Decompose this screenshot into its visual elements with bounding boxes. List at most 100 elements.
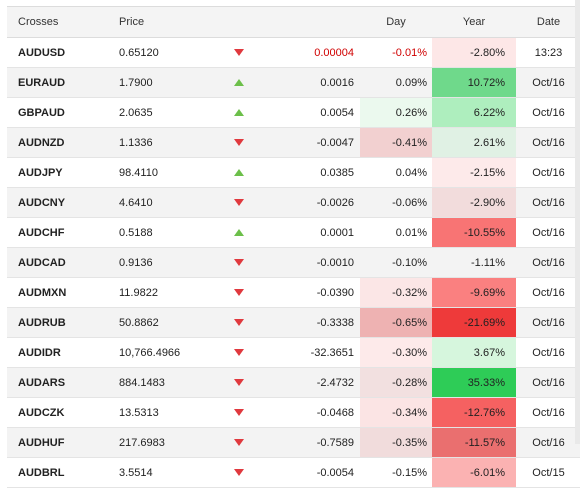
table-row[interactable]: GBPAUD 2.0635 0.0054 0.26% 6.22% Oct/16 (7, 97, 580, 128)
price-cell: 1.1336 (113, 127, 205, 158)
header-price[interactable]: Price (113, 6, 205, 38)
year-change-cell: -21.69% (432, 307, 516, 338)
table-row[interactable]: AUDUSD 0.65120 0.00004 -0.01% -2.80% 13:23 (7, 37, 580, 68)
year-change-cell: 10.72% (432, 67, 516, 98)
year-change-cell: -2.15% (432, 157, 516, 188)
symbol-link[interactable]: AUDHUF (7, 427, 113, 458)
change-cell: -0.0390 (273, 277, 360, 308)
header-change (273, 6, 360, 38)
price-cell: 1.7900 (113, 67, 205, 98)
date-cell: Oct/16 (516, 217, 580, 248)
change-cell: 0.0001 (273, 217, 360, 248)
change-cell: -0.0026 (273, 187, 360, 218)
symbol-link[interactable]: EURAUD (7, 67, 113, 98)
symbol-link[interactable]: AUDMXN (7, 277, 113, 308)
change-cell: -2.4732 (273, 367, 360, 398)
table-row[interactable]: AUDCZK 13.5313 -0.0468 -0.34% -12.76% Oct/16 (7, 397, 580, 428)
date-cell: Oct/16 (516, 367, 580, 398)
triangle-down-icon (234, 138, 244, 146)
day-change-cell: -0.32% (360, 277, 432, 308)
triangle-down-icon (234, 438, 244, 446)
symbol-link[interactable]: AUDIDR (7, 337, 113, 368)
change-cell: -32.3651 (273, 337, 360, 368)
scrollbar-track[interactable] (575, 0, 580, 444)
symbol-link[interactable]: AUDARS (7, 367, 113, 398)
date-cell: Oct/16 (516, 307, 580, 338)
price-cell: 884.1483 (113, 367, 205, 398)
table-row[interactable]: AUDMXN 11.9822 -0.0390 -0.32% -9.69% Oct/16 (7, 277, 580, 308)
day-change-cell: -0.28% (360, 367, 432, 398)
table-row[interactable]: AUDCNY 4.6410 -0.0026 -0.06% -2.90% Oct/16 (7, 187, 580, 218)
triangle-down-icon (234, 198, 244, 206)
direction-cell (205, 217, 273, 248)
change-cell: -0.0054 (273, 457, 360, 488)
date-cell: Oct/16 (516, 187, 580, 218)
table-row[interactable]: AUDRUB 50.8862 -0.3338 -0.65% -21.69% Oct/16 (7, 307, 580, 338)
year-change-cell: -10.55% (432, 217, 516, 248)
date-cell: Oct/16 (516, 337, 580, 368)
symbol-link[interactable]: AUDJPY (7, 157, 113, 188)
price-cell: 3.5514 (113, 457, 205, 488)
day-change-cell: -0.30% (360, 337, 432, 368)
table-row[interactable]: EURAUD 1.7900 0.0016 0.09% 10.72% Oct/16 (7, 67, 580, 98)
date-cell: Oct/16 (516, 397, 580, 428)
symbol-link[interactable]: GBPAUD (7, 97, 113, 128)
day-change-cell: -0.06% (360, 187, 432, 218)
price-cell: 10,766.4966 (113, 337, 205, 368)
table-row[interactable]: AUDCHF 0.5188 0.0001 0.01% -10.55% Oct/16 (7, 217, 580, 248)
triangle-down-icon (234, 258, 244, 266)
table-row[interactable]: AUDIDR 10,766.4966 -32.3651 -0.30% 3.67% Oct/… (7, 337, 580, 368)
symbol-link[interactable]: AUDBRL (7, 457, 113, 488)
direction-cell (205, 337, 273, 368)
table-row[interactable]: AUDNZD 1.1336 -0.0047 -0.41% 2.61% Oct/16 (7, 127, 580, 158)
symbol-link[interactable]: AUDUSD (7, 37, 113, 68)
header-crosses[interactable]: Crosses (7, 6, 113, 38)
crosses-table: Crosses Price Day Year Date AUDUSD 0.6512… (7, 6, 580, 488)
change-cell: 0.0016 (273, 67, 360, 98)
table-row[interactable]: AUDBRL 3.5514 -0.0054 -0.15% -6.01% Oct/15 (7, 457, 580, 488)
price-cell: 217.6983 (113, 427, 205, 458)
day-change-cell: 0.01% (360, 217, 432, 248)
price-cell: 98.4110 (113, 157, 205, 188)
direction-cell (205, 67, 273, 98)
triangle-up-icon (234, 108, 244, 116)
table-row[interactable]: AUDCAD 0.9136 -0.0010 -0.10% -1.11% Oct/16 (7, 247, 580, 278)
direction-cell (205, 247, 273, 278)
price-cell: 2.0635 (113, 97, 205, 128)
change-cell: -0.0047 (273, 127, 360, 158)
symbol-link[interactable]: AUDRUB (7, 307, 113, 338)
triangle-up-icon (234, 228, 244, 236)
date-cell: Oct/16 (516, 97, 580, 128)
table-header-row: Crosses Price Day Year Date (7, 6, 580, 38)
table-row[interactable]: AUDJPY 98.4110 0.0385 0.04% -2.15% Oct/16 (7, 157, 580, 188)
year-change-cell: -2.80% (432, 37, 516, 68)
header-year[interactable]: Year (432, 6, 516, 38)
year-change-cell: -6.01% (432, 457, 516, 488)
direction-cell (205, 127, 273, 158)
date-cell: Oct/16 (516, 67, 580, 98)
price-cell: 11.9822 (113, 277, 205, 308)
symbol-link[interactable]: AUDCHF (7, 217, 113, 248)
change-cell: -0.0010 (273, 247, 360, 278)
price-cell: 0.65120 (113, 37, 205, 68)
symbol-link[interactable]: AUDCZK (7, 397, 113, 428)
change-cell: -0.0468 (273, 397, 360, 428)
header-day[interactable]: Day (360, 6, 432, 38)
direction-cell (205, 397, 273, 428)
year-change-cell: -12.76% (432, 397, 516, 428)
triangle-down-icon (234, 48, 244, 56)
header-date[interactable]: Date (516, 6, 580, 38)
day-change-cell: -0.10% (360, 247, 432, 278)
symbol-link[interactable]: AUDCNY (7, 187, 113, 218)
table-row[interactable]: AUDARS 884.1483 -2.4732 -0.28% 35.33% Oct/16 (7, 367, 580, 398)
day-change-cell: 0.09% (360, 67, 432, 98)
symbol-link[interactable]: AUDCAD (7, 247, 113, 278)
price-cell: 0.9136 (113, 247, 205, 278)
direction-cell (205, 457, 273, 488)
direction-cell (205, 97, 273, 128)
year-change-cell: 3.67% (432, 337, 516, 368)
year-change-cell: 6.22% (432, 97, 516, 128)
year-change-cell: -9.69% (432, 277, 516, 308)
table-row[interactable]: AUDHUF 217.6983 -0.7589 -0.35% -11.57% Oct/16 (7, 427, 580, 458)
symbol-link[interactable]: AUDNZD (7, 127, 113, 158)
